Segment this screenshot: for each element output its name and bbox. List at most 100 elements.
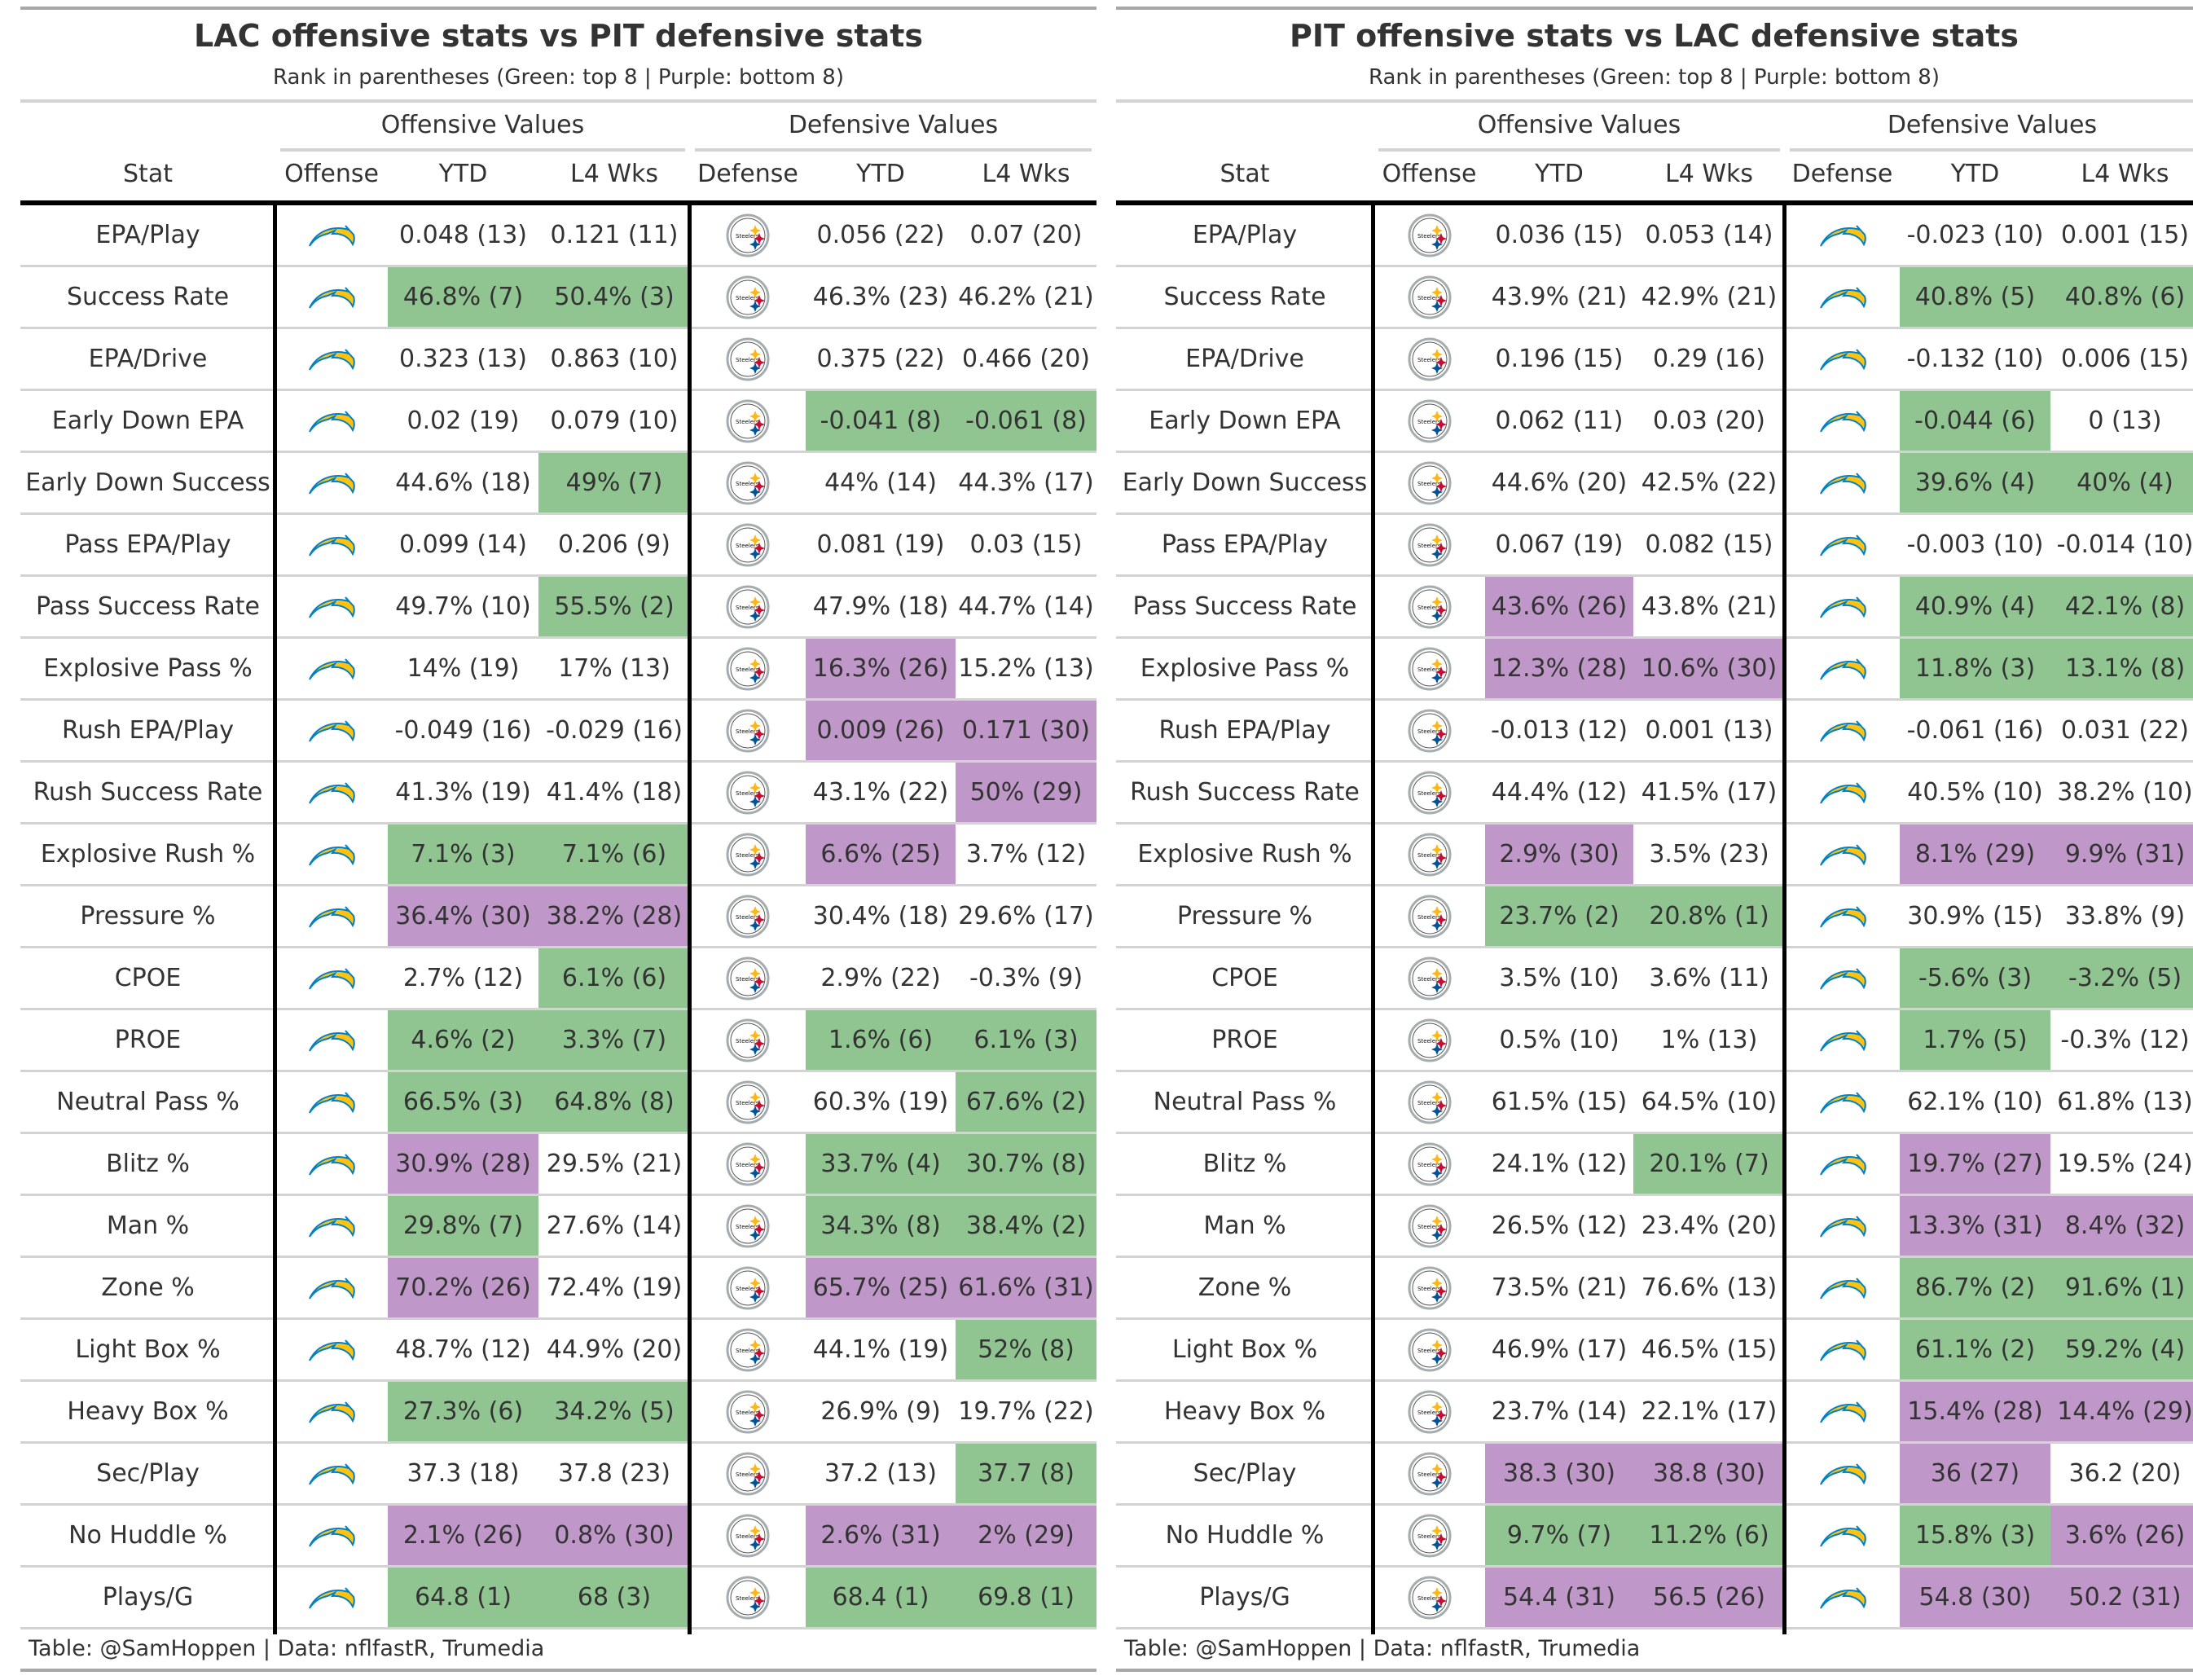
stat-value: 61.6% (31) [956,1258,1096,1317]
column-header: YTD [1535,160,1584,188]
top-rule [20,7,1096,10]
stat-value: -0.044 (6) [1900,391,2050,451]
chargers-logo-icon [1785,1568,1900,1627]
column-header: Defense [1791,160,1893,188]
stat-name: Neutral Pass % [56,1088,240,1116]
stat-value: 0.375 (22) [816,345,945,373]
stat-name: Early Down Success [25,468,270,497]
spanner-rule [280,148,685,152]
stat-value: 3.5% (10) [1499,964,1619,992]
svg-text:Steelers: Steelers [736,666,759,673]
stat-value: 24.1% (12) [1491,1150,1628,1178]
svg-text:Steelers: Steelers [736,790,759,797]
spanner-offensive: Offensive Values [380,111,585,139]
stat-value: 36 (27) [1900,1444,2050,1503]
column-header: YTD [856,160,905,188]
stat-value: 9.7% (7) [1485,1506,1633,1565]
column-header: Offense [284,160,379,188]
stat-value: 14% (19) [407,654,520,683]
stat-value: 0.081 (19) [816,530,945,559]
stat-name: Heavy Box % [67,1397,229,1426]
stat-value: 22.1% (17) [1641,1397,1778,1426]
stat-value: 91.6% (1) [2050,1258,2193,1317]
chargers-logo-icon [1785,1320,1900,1379]
chargers-logo-icon [275,577,388,636]
table-row: CPOE 2.7% (12) 6.1% (6) Steelers 2.9% (22) -0… [20,948,1096,1010]
stat-value: 15.8% (3) [1900,1506,2050,1565]
stat-value: 0.171 (30) [956,701,1096,760]
stat-name: EPA/Play [1192,221,1298,249]
stat-name: Pressure % [80,902,216,930]
stat-value: 3.6% (26) [2050,1506,2193,1565]
chargers-logo-icon [1785,329,1900,389]
table-row: Explosive Pass % 14% (19) 17% (13) Steelers… [20,639,1096,701]
chargers-logo-icon [275,1196,388,1256]
stat-value: 10.6% (30) [1633,639,1785,698]
column-divider [273,205,277,1634]
stat-value: 19.7% (22) [958,1397,1094,1426]
stat-name: Pass EPA/Play [64,530,231,559]
stat-value: 70.2% (26) [388,1258,538,1317]
stat-name: Light Box % [75,1335,221,1364]
svg-text:Steelers: Steelers [736,295,759,301]
stat-value: 0.079 (10) [550,407,679,435]
stat-value: 29.8% (7) [388,1196,538,1256]
stat-value: 40% (4) [2050,453,2193,512]
stat-value: 48.7% (12) [395,1335,531,1364]
chargers-logo-icon [1785,701,1900,760]
stat-value: 0.062 (11) [1495,407,1624,435]
svg-text:Steelers: Steelers [736,233,759,240]
chargers-logo-icon [1785,639,1900,698]
stat-value: 76.6% (13) [1641,1273,1778,1302]
stat-value: 49.7% (10) [395,592,531,621]
table-row: EPA/Drive 0.323 (13) 0.863 (10) Steelers 0.3… [20,329,1096,391]
steelers-logo-icon: Steelers [1373,205,1485,265]
table-row: Rush EPA/Play -0.049 (16) -0.029 (16) Steel… [20,701,1096,763]
top-rule [1116,7,2193,10]
lac-vs-pit-table: LAC offensive stats vs PIT defensive sta… [20,7,1096,1677]
stat-value: 23.4% (20) [1641,1212,1778,1240]
steelers-logo-icon: Steelers [1373,1382,1485,1441]
stat-value: 4.6% (2) [388,1010,538,1070]
svg-text:Steelers: Steelers [1417,1038,1441,1045]
stat-value: 72.4% (19) [546,1273,683,1302]
svg-text:Steelers: Steelers [1417,419,1441,425]
bottom-rule [1116,1669,2193,1672]
stat-value: 42.5% (22) [1641,468,1778,497]
svg-text:Steelers: Steelers [736,1471,759,1478]
stat-value: 40.8% (6) [2050,267,2193,327]
chargers-logo-icon [1785,1382,1900,1441]
stat-value: 67.6% (2) [956,1072,1096,1132]
stat-value: 61.8% (13) [2057,1088,2193,1116]
steelers-logo-icon: Steelers [1373,639,1485,698]
stat-value: 0.121 (11) [550,221,679,249]
stat-value: 46.3% (23) [812,283,949,311]
stat-value: 38.2% (28) [538,886,690,946]
stat-value: 38.4% (2) [956,1196,1096,1256]
table-subtitle: Rank in parentheses (Green: top 8 | Purp… [273,65,844,90]
stat-value: 52% (8) [956,1320,1096,1379]
steelers-logo-icon: Steelers [690,453,806,512]
svg-text:Steelers: Steelers [736,357,759,363]
svg-text:Steelers: Steelers [1417,666,1441,673]
stat-value: 0.29 (16) [1653,345,1765,373]
stat-value: 0.8% (30) [538,1506,690,1565]
table-row: Man % Steelers 26.5% (12) 23.4% (20) 13.3% (… [1116,1196,2193,1258]
chargers-logo-icon [275,1382,388,1441]
stat-name: Rush Success Rate [33,778,263,807]
svg-text:Steelers: Steelers [736,976,759,983]
stat-value: 19.7% (27) [1900,1134,2050,1194]
table-row: Neutral Pass % Steelers 61.5% (15) 64.5% (1… [1116,1072,2193,1134]
stat-name: PROE [114,1026,182,1054]
table-row: EPA/Play Steelers 0.036 (15) 0.053 (14) -0.0… [1116,205,2193,267]
stat-value: 66.5% (3) [388,1072,538,1132]
stat-name: Success Rate [66,283,230,311]
column-header: L4 Wks [1664,160,1753,188]
stat-value: 44% (14) [824,468,937,497]
stat-name: Man % [106,1212,190,1240]
stat-name: EPA/Drive [1185,345,1304,373]
table-subtitle: Rank in parentheses (Green: top 8 | Purp… [1369,65,1940,90]
stat-value: 44.9% (20) [546,1335,683,1364]
table-row: Heavy Box % Steelers 23.7% (14) 22.1% (17) 1… [1116,1382,2193,1444]
svg-text:Steelers: Steelers [1417,1348,1441,1354]
